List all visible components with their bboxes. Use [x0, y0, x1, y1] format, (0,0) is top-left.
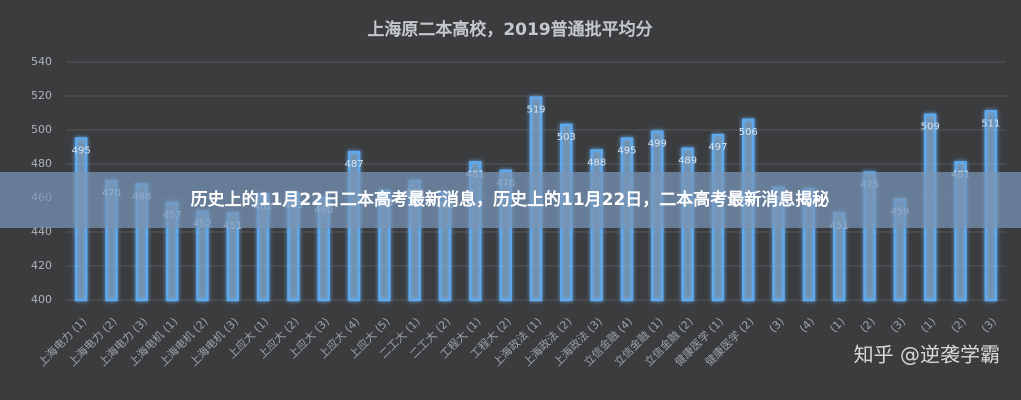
value-label: 509 — [921, 122, 940, 133]
value-label: 488 — [587, 157, 606, 168]
y-tick-label: 500 — [31, 123, 52, 136]
bar — [954, 161, 967, 302]
value-label: 499 — [648, 139, 667, 150]
value-label: 489 — [678, 156, 697, 167]
y-tick-label: 420 — [31, 259, 52, 272]
value-label: 519 — [526, 105, 545, 116]
watermark: 知乎 @逆袭学霸 — [854, 343, 1000, 367]
value-label: 495 — [617, 146, 636, 157]
value-label: 511 — [981, 118, 1000, 129]
value-label: 495 — [72, 146, 91, 157]
bar — [469, 161, 482, 302]
value-label: 503 — [557, 132, 576, 143]
value-label: 506 — [739, 127, 758, 138]
y-tick-label: 400 — [31, 293, 52, 306]
chart-title: 上海原二本高校，2019普通批平均分 — [367, 19, 652, 40]
value-label: 497 — [708, 142, 727, 153]
y-tick-label: 540 — [31, 55, 52, 68]
bar — [499, 169, 512, 302]
y-tick-label: 520 — [31, 89, 52, 102]
value-label: 487 — [345, 159, 364, 170]
banner — [0, 172, 1021, 228]
banner-title: 历史上的11月22日二本高考最新消息，历史上的11月22日，二本高考最新消息揭秘 — [191, 189, 830, 210]
y-tick-label: 440 — [31, 225, 52, 238]
y-tick-label: 480 — [31, 157, 52, 170]
